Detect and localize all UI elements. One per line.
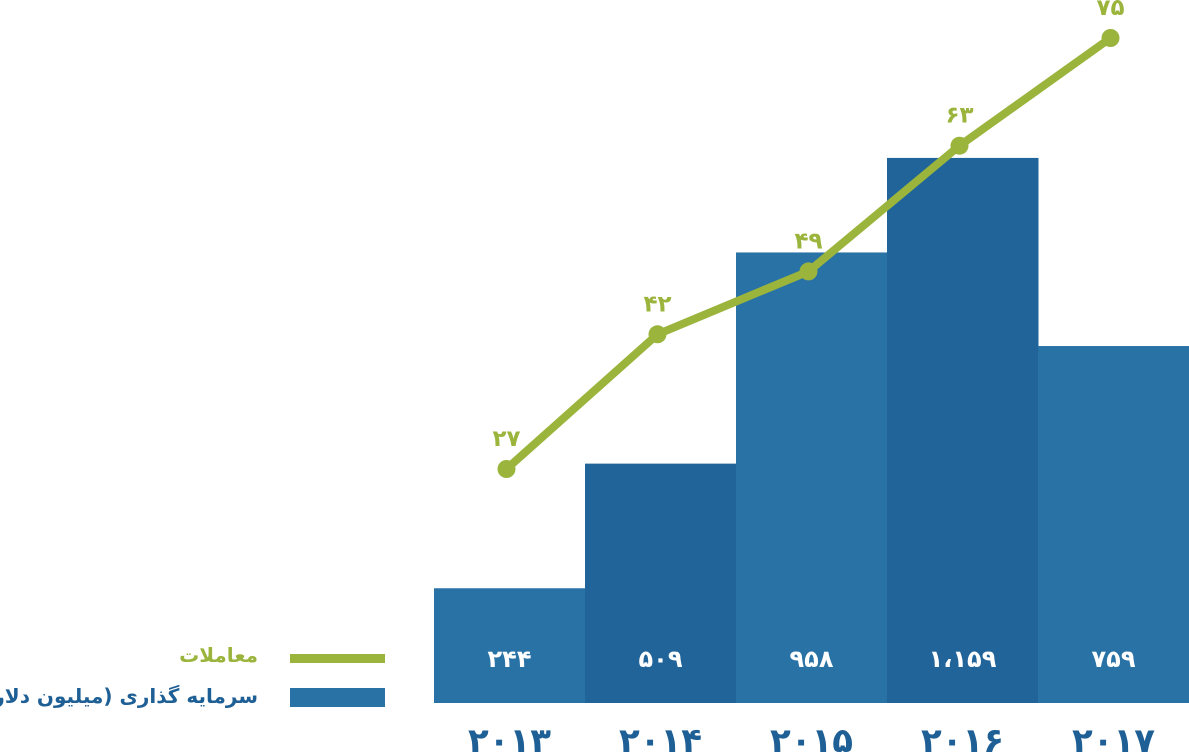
bar-value-label: ۵۰۹ <box>639 645 683 673</box>
legend: معاملات سرمایه گذاری (میلیون دلار) <box>0 643 385 708</box>
x-axis-labels: ۲۰۱۳ ۲۰۱۴ ۲۰۱۵ ۲۰۱۶ ۲۰۱۷ <box>468 721 1155 755</box>
line-point <box>950 136 969 155</box>
bar <box>887 157 1039 704</box>
line-value-label: ۶۳ <box>945 103 973 129</box>
bar-value-label: ۹۵۸ <box>790 645 834 673</box>
x-tick-label: ۲۰۱۳ <box>468 721 551 755</box>
legend-swatch-line <box>290 654 385 663</box>
bar <box>585 463 737 703</box>
line-point <box>497 460 516 478</box>
line-point <box>1101 29 1120 47</box>
bar <box>1038 346 1189 703</box>
line-series <box>497 29 1120 478</box>
x-tick-label: ۲۰۱۴ <box>619 721 702 755</box>
legend-label-bar: سرمایه گذاری (میلیون دلار) <box>0 684 258 708</box>
x-tick-label: ۲۰۱۶ <box>921 721 1004 755</box>
legend-swatch-bar <box>290 688 385 707</box>
line-value-label: ۷۵ <box>1096 0 1124 21</box>
bar <box>736 252 888 703</box>
line-value-label: ۲۷ <box>492 426 520 452</box>
bar-series <box>434 157 1189 704</box>
line-point <box>648 325 667 344</box>
x-tick-label: ۲۰۱۵ <box>770 721 853 755</box>
bar-labels: ۲۴۴ ۵۰۹ ۹۵۸ ۱،۱۵۹ ۷۵۹ <box>488 645 1136 673</box>
bar-value-label: ۷۵۹ <box>1092 645 1136 673</box>
line-value-label: ۴۲ <box>643 291 671 317</box>
bar-value-label: ۱،۱۵۹ <box>929 645 997 673</box>
line-point <box>799 262 818 281</box>
bar <box>434 588 586 703</box>
line-value-label: ۴۹ <box>794 228 822 254</box>
bar-value-label: ۲۴۴ <box>488 645 532 673</box>
x-tick-label: ۲۰۱۷ <box>1072 721 1155 755</box>
point-labels: ۲۷ ۴۲ ۴۹ ۶۳ ۷۵ <box>492 0 1124 452</box>
legend-label-line: معاملات <box>179 643 258 667</box>
